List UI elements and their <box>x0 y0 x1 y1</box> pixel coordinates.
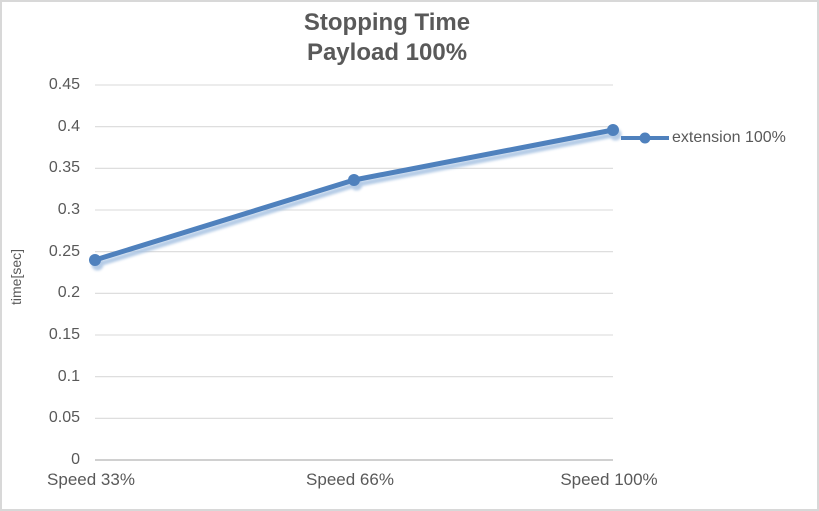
data-point-marker <box>348 174 360 186</box>
y-tick-label: 0.3 <box>57 201 80 218</box>
legend: extension 100% <box>620 129 786 147</box>
y-tick-label: 0.45 <box>48 76 80 93</box>
data-point-marker <box>89 254 101 266</box>
y-tick-label: 0.35 <box>48 159 80 177</box>
series-line-shadow <box>91 128 622 271</box>
data-point-marker <box>607 124 619 136</box>
legend-label: extension 100% <box>672 129 786 146</box>
y-tick-label: 0.15 <box>48 326 80 343</box>
legend-line-marker-icon <box>621 132 669 144</box>
y-tick-label: 0.25 <box>48 242 80 260</box>
y-tick-label: 0.4 <box>57 117 80 135</box>
chart-title: Stopping Time Payload 100% <box>2 8 772 68</box>
y-tick-label: 0.1 <box>57 367 80 385</box>
x-axis-label: Speed 100% <box>560 470 658 489</box>
x-axis-label: Speed 33% <box>47 470 135 489</box>
chart-title-line2: Payload 100% <box>306 39 468 66</box>
y-tick-label: 0.2 <box>57 284 80 302</box>
chart-title-line1: Stopping Time <box>303 9 471 36</box>
x-axis-label: Speed 66% <box>306 470 394 489</box>
y-tick-label: 0.05 <box>48 409 80 427</box>
y-tick-label: 0 <box>71 451 80 468</box>
